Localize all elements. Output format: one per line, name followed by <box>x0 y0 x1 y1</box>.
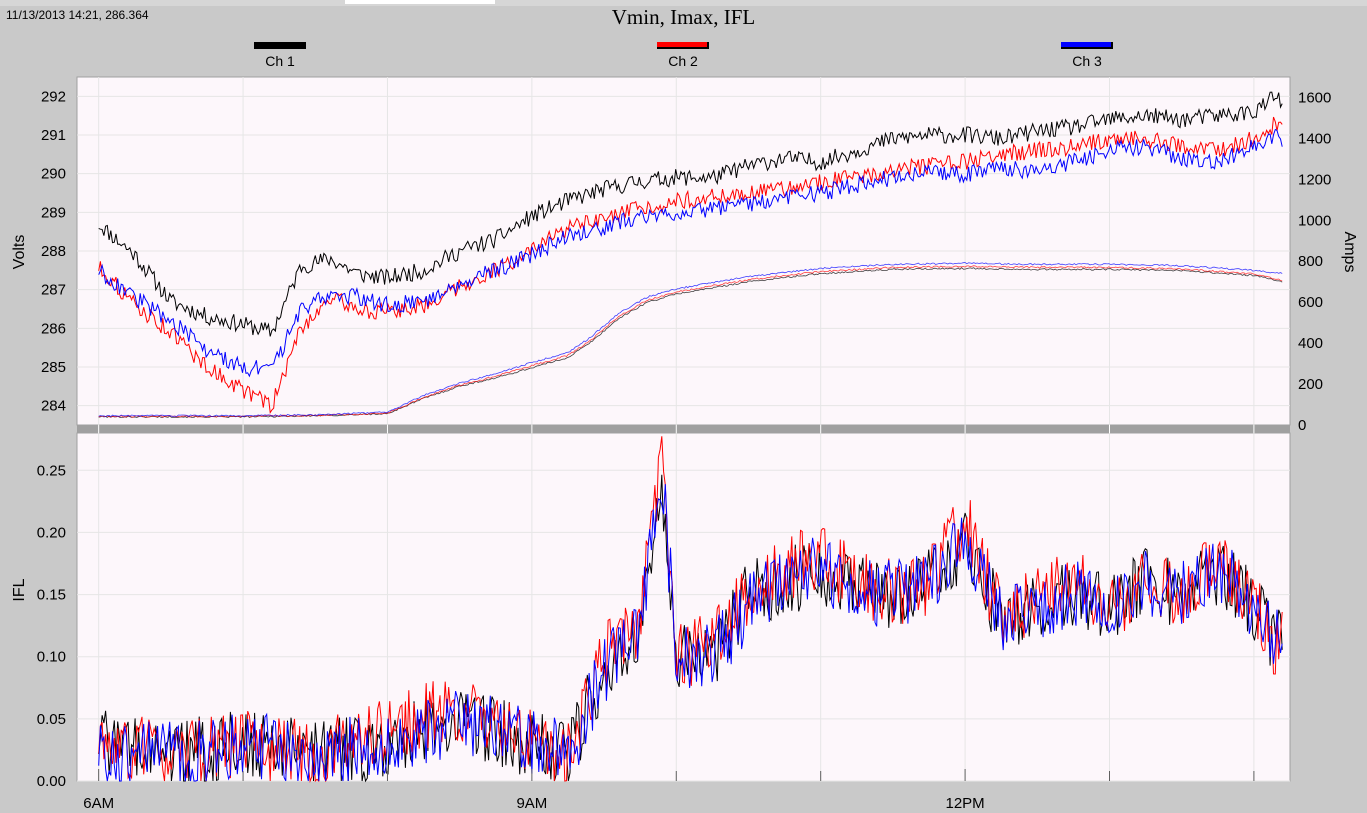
amps-tick-label: 600 <box>1298 294 1323 311</box>
amps-series-line-1 <box>98 267 1283 419</box>
volts-tick-label: 285 <box>41 359 66 376</box>
volts-tick-label: 291 <box>41 127 66 144</box>
top-tab-strip <box>0 0 1367 6</box>
legend-label-ch1: Ch 1 <box>265 53 295 69</box>
status-readout: 11/13/2013 14:21, 286.364 <box>6 8 149 22</box>
legend-swatch-ch3 <box>1061 42 1113 49</box>
legend-label-ch3: Ch 3 <box>1072 53 1102 69</box>
amps-series-line-2 <box>98 265 1283 418</box>
volts-series-line-3 <box>98 128 1283 378</box>
volts-tick-label: 292 <box>41 88 66 105</box>
ifl-tick-label: 0.25 <box>37 462 66 479</box>
ifl-tick-label: 0.15 <box>37 587 66 604</box>
amps-series-line-3 <box>98 262 1283 418</box>
volts-series-line-1 <box>98 91 1283 337</box>
volts-tick-label: 290 <box>41 166 66 183</box>
ifl-series-line-3 <box>98 484 1283 782</box>
amps-tick-label: 1400 <box>1298 130 1331 147</box>
legend-swatch-ch2 <box>657 42 709 49</box>
legend-swatch-ch1 <box>254 42 306 49</box>
x-tick-label: 12PM <box>945 795 984 812</box>
ifl-tick-label: 0.00 <box>37 773 66 790</box>
amps-tick-label: 1600 <box>1298 89 1331 106</box>
ifl-tick-label: 0.10 <box>37 649 66 666</box>
legend-item-ch1[interactable]: Ch 1 <box>250 42 310 69</box>
volts-tick-label: 286 <box>41 320 66 337</box>
volts-series-line-2 <box>98 116 1283 415</box>
ifl-tick-label: 0.20 <box>37 524 66 541</box>
legend-item-ch2[interactable]: Ch 2 <box>653 42 713 69</box>
y-axis-label-volts: Volts <box>11 235 28 270</box>
x-tick-label: 9AM <box>516 795 547 812</box>
amps-tick-label: 200 <box>1298 376 1323 393</box>
amps-tick-label: 0 <box>1298 417 1306 434</box>
x-tick-label: 6AM <box>83 795 114 812</box>
amps-tick-label: 1200 <box>1298 171 1331 188</box>
volts-tick-label: 287 <box>41 282 66 299</box>
amps-tick-label: 800 <box>1298 253 1323 270</box>
amps-tick-label: 1000 <box>1298 212 1331 229</box>
volts-tick-label: 284 <box>41 398 66 415</box>
y2-axis-label-amps: Amps <box>1341 232 1358 273</box>
legend-item-ch3[interactable]: Ch 3 <box>1057 42 1117 69</box>
y-axis-label-ifl: IFL <box>11 578 28 601</box>
chart-title: Vmin, Imax, IFL <box>611 5 756 29</box>
ifl-tick-label: 0.05 <box>37 711 66 728</box>
volts-tick-label: 288 <box>41 243 66 260</box>
plot-separator <box>77 425 1290 433</box>
volts-tick-label: 289 <box>41 204 66 221</box>
legend-label-ch2: Ch 2 <box>668 53 698 69</box>
amps-tick-label: 400 <box>1298 335 1323 352</box>
